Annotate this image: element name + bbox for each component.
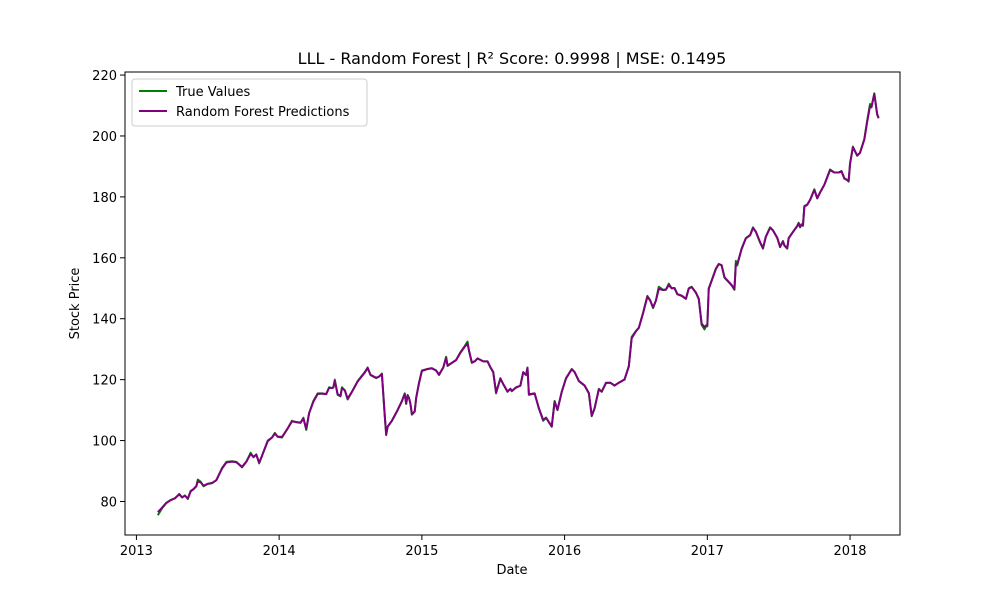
legend-true-values-label: True Values — [175, 85, 250, 100]
y-tick-label: 220 — [92, 69, 117, 84]
x-tick-label: 2016 — [548, 544, 581, 559]
series-line-rf-predictions — [157, 92, 880, 513]
y-tick-label: 80 — [100, 495, 117, 510]
y-tick-label: 100 — [92, 435, 117, 450]
series-layer — [156, 92, 880, 516]
y-axis: 80 100 120 140 160 180 200 220 — [92, 69, 125, 510]
y-tick-label: 180 — [92, 191, 117, 206]
chart-title: LLL - Random Forest | R² Score: 0.9998 |… — [298, 49, 727, 68]
y-tick-label: 120 — [92, 374, 117, 389]
legend-box — [131, 78, 368, 127]
x-tick-label: 2014 — [263, 544, 296, 559]
y-tick-label: 160 — [92, 252, 117, 267]
x-tick-label: 2013 — [120, 544, 153, 559]
legend: True Values Random Forest Predictions — [131, 78, 368, 127]
y-tick-label: 140 — [92, 313, 117, 328]
legend-rf-predictions-label: Random Forest Predictions — [176, 105, 350, 120]
x-tick-label: 2018 — [833, 544, 866, 559]
x-axis: 2013 2014 2015 2016 2017 2018 — [120, 535, 867, 559]
x-tick-label: 2017 — [691, 544, 724, 559]
y-tick-label: 200 — [92, 130, 117, 145]
x-axis-label: Date — [496, 563, 527, 578]
plot-frame — [124, 71, 901, 536]
x-tick-label: 2015 — [405, 544, 438, 559]
y-axis-label: Stock Price — [68, 268, 83, 340]
